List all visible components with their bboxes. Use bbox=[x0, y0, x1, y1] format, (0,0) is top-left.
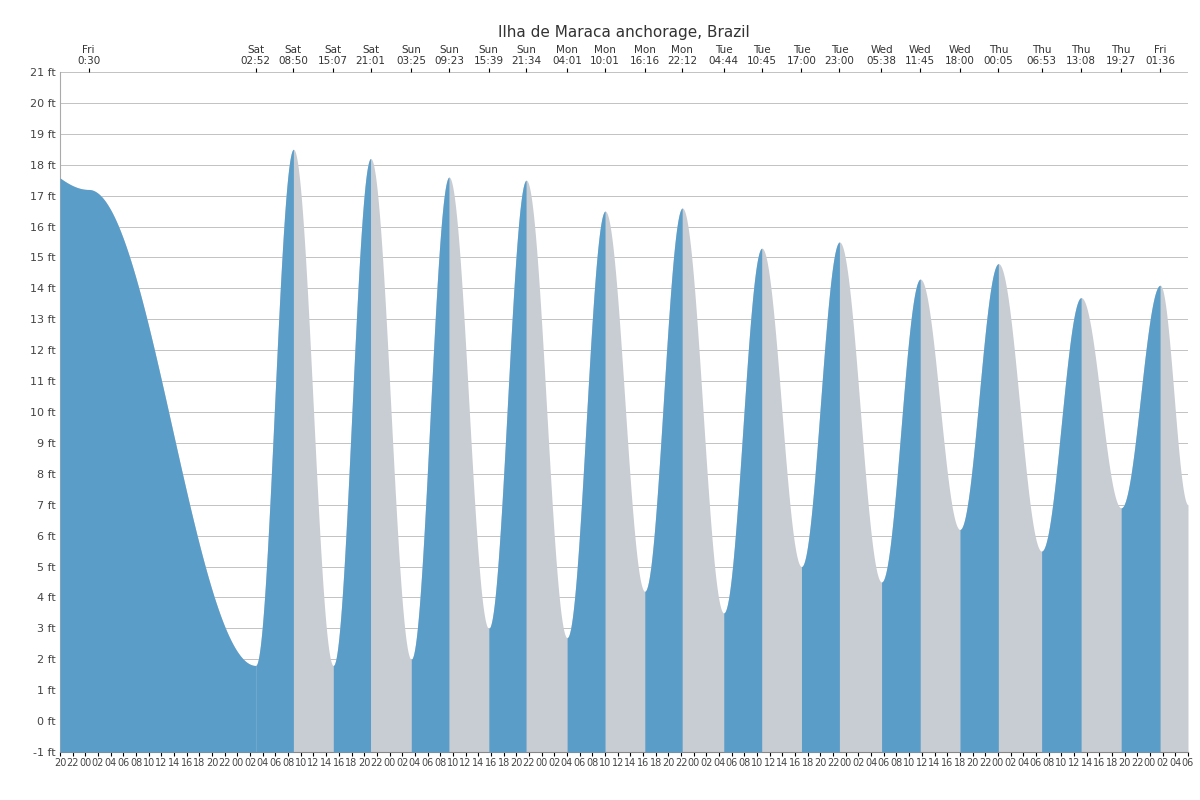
Title: Ilha de Maraca anchorage, Brazil: Ilha de Maraca anchorage, Brazil bbox=[498, 25, 750, 39]
